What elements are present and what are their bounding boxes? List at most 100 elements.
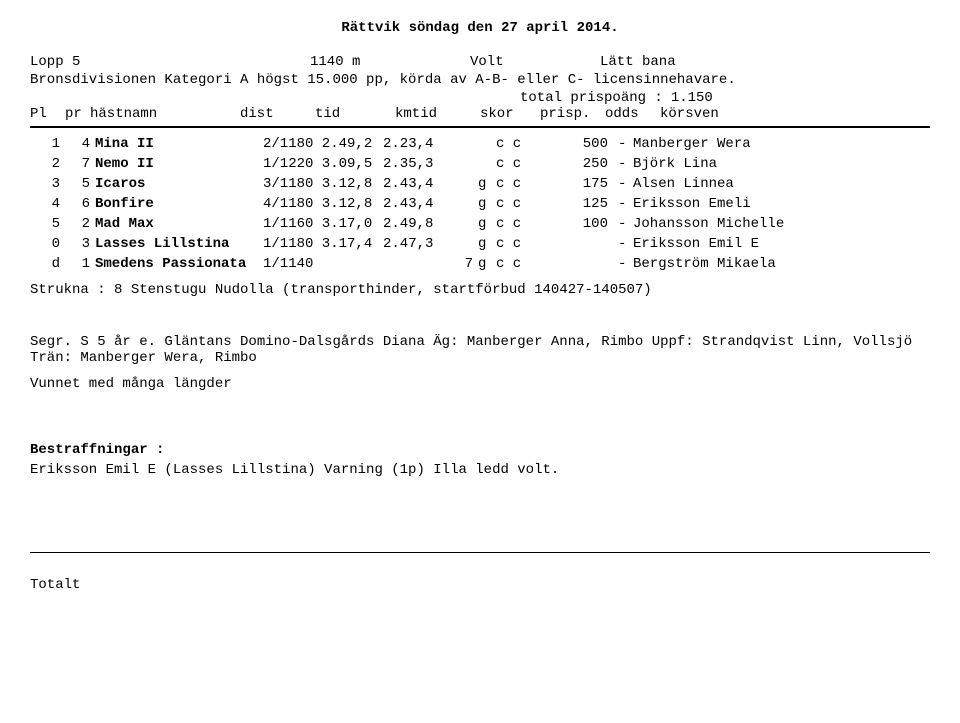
- result-row: 27Nemo II1/1220 3.09,52.35,3c c250-Björk…: [30, 156, 930, 172]
- cell-span: 2.35,3: [383, 156, 443, 172]
- cell-span: [383, 256, 443, 272]
- footer-total: Totalt: [30, 577, 930, 593]
- cell-prize: [538, 256, 618, 272]
- col-prisp: prisp.: [540, 106, 605, 122]
- cell-pr: 3: [65, 236, 95, 252]
- won-by-text: Vunnet med många längder: [30, 376, 930, 392]
- result-row: 35Icaros3/1180 3.12,82.43,4 gc c175-Alsen…: [30, 176, 930, 192]
- cell-prize: 250: [538, 156, 618, 172]
- cell-skor: [443, 196, 478, 212]
- cell-pr: 4: [65, 136, 95, 152]
- cell-span: 2.47,3: [383, 236, 443, 252]
- cell-driver: Johansson Michelle: [633, 216, 930, 232]
- cell-pl: 5: [30, 216, 65, 232]
- total-prize-label: total prispoäng :: [520, 90, 663, 106]
- cell-skor: 7: [443, 256, 478, 272]
- cell-name: Nemo II: [95, 156, 263, 172]
- cell-skor: [443, 176, 478, 192]
- footer-separator: [30, 552, 930, 553]
- cell-cc: c c: [496, 176, 538, 192]
- cell-cc: c c: [496, 136, 538, 152]
- col-name: hästnamn: [90, 106, 240, 122]
- cell-g: g: [478, 196, 496, 212]
- cell-pl: 0: [30, 236, 65, 252]
- cell-dash: -: [618, 176, 633, 192]
- cell-g: g: [478, 216, 496, 232]
- cell-dash: -: [618, 236, 633, 252]
- cell-pr: 1: [65, 256, 95, 272]
- cell-pr: 7: [65, 156, 95, 172]
- cell-g: g: [478, 256, 496, 272]
- winner-info: Segr. S 5 år e. Gläntans Domino-Dalsgård…: [30, 334, 930, 366]
- cell-cc: c c: [496, 196, 538, 212]
- cell-pl: 1: [30, 136, 65, 152]
- cell-prize: 500: [538, 136, 618, 152]
- race-number: Lopp 5: [30, 54, 310, 70]
- meeting-title: Rättvik söndag den 27 april 2014.: [30, 20, 930, 36]
- cell-span: 2.43,4: [383, 176, 443, 192]
- result-row: d1Smedens Passionata1/11407gc c-Bergströ…: [30, 256, 930, 272]
- cell-pl: 3: [30, 176, 65, 192]
- cell-dist: 1/1180 3.17,4: [263, 236, 383, 252]
- cell-dist: 3/1180 3.12,8: [263, 176, 383, 192]
- col-odds: odds: [605, 106, 660, 122]
- cell-skor: [443, 136, 478, 152]
- result-row: 03Lasses Lillstina1/1180 3.17,42.47,3gc …: [30, 236, 930, 252]
- cell-dist: 1/1140: [263, 256, 383, 272]
- cell-g: g: [478, 236, 496, 252]
- cell-name: Icaros: [95, 176, 263, 192]
- header-separator: [30, 126, 930, 128]
- cell-prize: [538, 236, 618, 252]
- cell-prize: 100: [538, 216, 618, 232]
- col-pl: Pl: [30, 106, 65, 122]
- cell-g: [478, 136, 496, 152]
- col-pr: pr: [65, 106, 90, 122]
- total-prize-row: total prispoäng : 1.150: [30, 90, 930, 106]
- cell-pr: 6: [65, 196, 95, 212]
- cell-driver: Alsen Linnea: [633, 176, 930, 192]
- track-condition: Lätt bana: [600, 54, 930, 70]
- cell-driver: Eriksson Emil E: [633, 236, 930, 252]
- cell-skor: [443, 216, 478, 232]
- cell-dash: -: [618, 136, 633, 152]
- cell-name: Smedens Passionata: [95, 256, 263, 272]
- cell-pl: 2: [30, 156, 65, 172]
- cell-pl: d: [30, 256, 65, 272]
- race-header-row: Lopp 5 1140 m Volt Lätt bana: [30, 54, 930, 70]
- col-kmtid: kmtid: [395, 106, 480, 122]
- col-driver: körsven: [660, 106, 930, 122]
- penalties-label: Bestraffningar :: [30, 442, 930, 458]
- col-tid: tid: [315, 106, 395, 122]
- penalties-text: Eriksson Emil E (Lasses Lillstina) Varni…: [30, 462, 930, 478]
- cell-driver: Manberger Wera: [633, 136, 930, 152]
- cell-cc: c c: [496, 216, 538, 232]
- col-dist: dist: [240, 106, 315, 122]
- cell-dist: 2/1180 2.49,2: [263, 136, 383, 152]
- cell-prize: 125: [538, 196, 618, 212]
- total-prize-value: 1.150: [671, 90, 713, 106]
- division-text: Bronsdivisionen Kategori A högst 15.000 …: [30, 72, 930, 88]
- race-distance: 1140 m: [310, 54, 470, 70]
- result-row: 52Mad Max1/1160 3.17,02.49,8gc c100-Joha…: [30, 216, 930, 232]
- result-row: 46Bonfire4/1180 3.12,82.43,4gc c125-Erik…: [30, 196, 930, 212]
- cell-dash: -: [618, 256, 633, 272]
- result-row: 14Mina II2/1180 2.49,22.23,4 c c500-Manbe…: [30, 136, 930, 152]
- cell-dash: -: [618, 196, 633, 212]
- cell-cc: c c: [496, 156, 538, 172]
- cell-pr: 5: [65, 176, 95, 192]
- cell-g: g: [478, 176, 496, 192]
- cell-name: Mina II: [95, 136, 263, 152]
- cell-prize: 175: [538, 176, 618, 192]
- results-table: 14Mina II2/1180 2.49,22.23,4c c500-Manbe…: [30, 136, 930, 272]
- cell-driver: Eriksson Emeli: [633, 196, 930, 212]
- cell-cc: c c: [496, 236, 538, 252]
- cell-pl: 4: [30, 196, 65, 212]
- cell-skor: [443, 236, 478, 252]
- cell-g: [478, 156, 496, 172]
- cell-cc: c c: [496, 256, 538, 272]
- cell-span: 2.23,4: [383, 136, 443, 152]
- cell-name: Bonfire: [95, 196, 263, 212]
- cell-pr: 2: [65, 216, 95, 232]
- cell-span: 2.43,4: [383, 196, 443, 212]
- cell-dash: -: [618, 156, 633, 172]
